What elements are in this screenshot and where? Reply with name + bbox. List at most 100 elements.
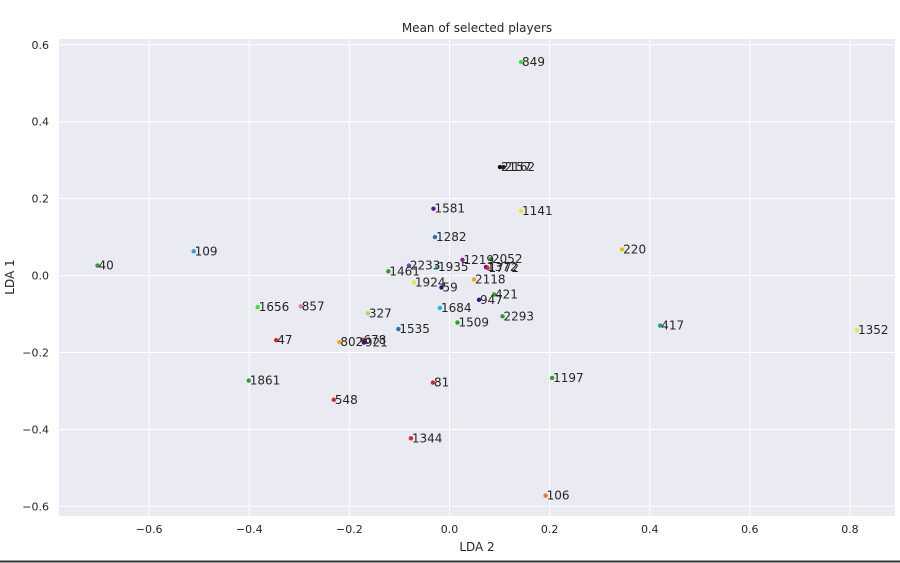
point-label: 1581 [434, 202, 465, 216]
data-point [543, 493, 548, 498]
point-label: 1656 [259, 300, 290, 314]
point-label: 40 [99, 259, 114, 273]
data-point [439, 285, 444, 290]
point-label: 1352 [858, 323, 889, 337]
point-label: 1935 [438, 260, 469, 274]
data-point [434, 264, 440, 270]
x-tick-label: 0.4 [641, 523, 659, 536]
point-label: 2118 [475, 272, 506, 286]
point-label: 1535 [399, 322, 430, 336]
data-point [298, 304, 303, 309]
y-tick-label: −0.4 [22, 423, 49, 436]
chart-title: Mean of selected players [402, 21, 552, 35]
point-label: 947 [480, 293, 503, 307]
point-label: 327 [369, 306, 392, 320]
y-tick-label: 0.2 [32, 193, 50, 206]
x-tick-label: −0.2 [336, 523, 363, 536]
data-point [408, 436, 414, 441]
data-point [191, 249, 196, 254]
data-point [430, 380, 436, 385]
point-label: 106 [547, 489, 570, 503]
plot-background [59, 39, 895, 516]
y-tick-label: 0.6 [32, 39, 50, 52]
x-tick-label: 0.6 [741, 523, 759, 536]
point-label: 109 [195, 244, 218, 258]
point-label: 2157 [501, 160, 532, 174]
point-label: 1282 [436, 230, 467, 244]
x-tick-label: 0.8 [841, 523, 859, 536]
data-point [500, 314, 505, 319]
point-label: 1861 [250, 374, 281, 388]
y-axis-label: LDA 1 [3, 259, 17, 294]
data-point [658, 323, 663, 328]
data-point [432, 234, 438, 240]
data-point [497, 164, 503, 170]
data-point [501, 164, 506, 170]
point-label: 857 [302, 299, 325, 313]
x-tick-label: 0.0 [441, 523, 459, 536]
data-point [365, 311, 371, 316]
data-point [337, 339, 342, 345]
y-tick-label: −0.6 [22, 500, 49, 513]
data-point [549, 375, 555, 381]
x-tick-label: 0.2 [541, 523, 559, 536]
point-label: 47 [277, 333, 292, 347]
x-axis-label: LDA 2 [459, 540, 494, 554]
point-label: 921 [365, 336, 388, 350]
x-tick-label: −0.6 [136, 523, 163, 536]
point-label: 802 [340, 335, 363, 349]
point-label: 849 [522, 55, 545, 69]
data-point [471, 277, 477, 282]
point-label: 2293 [504, 309, 535, 323]
point-label: 678 [363, 333, 386, 347]
point-label: 1772 [489, 261, 520, 275]
point-label: 2233 [410, 259, 441, 273]
point-label: 548 [335, 393, 358, 407]
data-point [255, 304, 260, 310]
point-label: 220 [623, 242, 646, 256]
grid-lines [59, 39, 895, 516]
data-point [406, 263, 412, 268]
data-point [331, 397, 337, 403]
point-label: 1197 [553, 371, 584, 385]
point-label: 1461 [389, 264, 420, 278]
data-point [396, 326, 401, 332]
data-point [619, 247, 625, 252]
point-label: 2162 [505, 160, 536, 174]
data-point [488, 256, 494, 262]
y-tick-labels: −0.6 −0.4 −0.2 0.0 0.2 0.4 0.6 [22, 39, 49, 514]
data-point [386, 269, 391, 274]
data-point [485, 265, 490, 271]
y-tick-label: 0.4 [32, 116, 50, 129]
data-point [95, 263, 100, 268]
data-point [460, 257, 465, 263]
x-tick-labels: −0.6 −0.4 −0.2 0.0 0.2 0.4 0.6 0.8 [136, 523, 859, 536]
data-point [361, 340, 367, 345]
data-point [455, 320, 460, 325]
point-label: 2052 [492, 252, 523, 266]
data-point [476, 297, 482, 303]
data-point [518, 59, 524, 65]
data-point [518, 208, 524, 214]
point-label: 1924 [415, 276, 446, 290]
x-tick-label: −0.4 [236, 523, 263, 536]
point-label: 1684 [441, 301, 472, 315]
data-point [437, 305, 443, 311]
data-point [274, 338, 279, 343]
data-points [95, 59, 860, 498]
point-label: 59 [442, 281, 457, 295]
point-label: 1344 [412, 431, 443, 445]
point-label: 1509 [458, 316, 489, 330]
point-label: 81 [434, 376, 449, 390]
data-point [491, 292, 497, 297]
data-point [246, 378, 251, 383]
point-label: 417 [661, 319, 684, 333]
data-point [411, 280, 417, 285]
point-label: 1372 [487, 260, 518, 274]
data-point [854, 328, 860, 333]
y-tick-label: 0.0 [32, 270, 50, 283]
point-label: 421 [495, 287, 518, 301]
y-tick-label: −0.2 [22, 347, 49, 360]
